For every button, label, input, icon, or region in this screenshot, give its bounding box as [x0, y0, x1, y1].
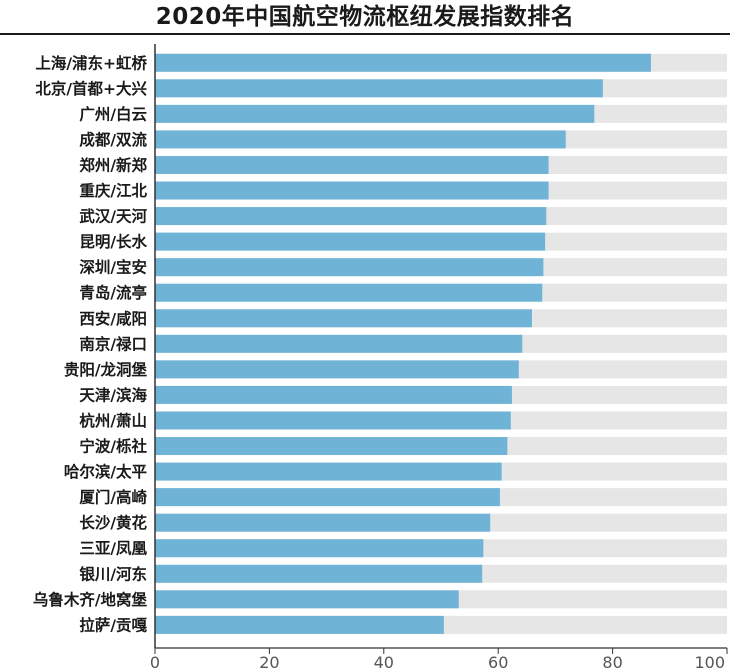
bar: [155, 437, 508, 456]
x-tick-label: 40: [374, 653, 394, 670]
category-label: 上海/浦东+虹桥: [35, 53, 147, 72]
x-tick-label: 100: [694, 653, 725, 670]
bar: [155, 283, 543, 302]
category-label: 深圳/宝安: [79, 258, 147, 277]
chart-title: 2020年中国航空物流枢纽发展指数排名: [155, 4, 575, 30]
category-label: 昆明/长水: [79, 232, 147, 251]
bar: [155, 181, 549, 200]
bar: [155, 309, 532, 328]
x-tick-label: 60: [488, 653, 508, 670]
bar: [155, 130, 566, 149]
x-tick-label: 0: [150, 653, 160, 670]
x-tick-label: 20: [259, 653, 279, 670]
category-label: 银川/河东: [79, 564, 147, 583]
category-label: 长沙/黄花: [79, 513, 147, 532]
x-tick-label: 80: [602, 653, 622, 670]
category-label: 杭州/萧山: [79, 411, 147, 430]
bar: [155, 488, 500, 507]
category-label: 天津/滨海: [79, 385, 147, 404]
category-label: 南京/禄口: [79, 334, 147, 353]
category-label: 北京/首都+大兴: [35, 79, 147, 98]
category-label: 宁波/栎社: [79, 437, 147, 456]
category-label: 成都/双流: [79, 130, 147, 149]
bar: [155, 615, 444, 634]
bar: [155, 258, 544, 277]
category-label: 拉萨/贡嘎: [79, 615, 147, 634]
category-label: 三亚/凤凰: [79, 540, 147, 558]
category-label: 贵阳/龙洞堡: [64, 360, 148, 379]
title-divider: [0, 33, 730, 35]
bar: [155, 411, 511, 430]
category-label: 乌鲁木齐/地窝堡: [33, 590, 148, 609]
bar: [155, 385, 512, 404]
bar: [155, 53, 651, 72]
category-label: 广州/白云: [79, 104, 147, 123]
bar: [155, 564, 483, 583]
bar: [155, 232, 546, 251]
bar: [155, 539, 484, 558]
bar: [155, 462, 502, 481]
bar: [155, 207, 547, 226]
category-label: 重庆/江北: [79, 181, 147, 200]
bar: [155, 104, 595, 123]
bar: [155, 513, 491, 532]
category-label: 武汉/天河: [79, 207, 147, 226]
category-label: 郑州/新郑: [79, 155, 147, 174]
category-label: 哈尔滨/太平: [64, 462, 148, 481]
category-label: 青岛/流亭: [79, 283, 147, 302]
bar: [155, 590, 459, 609]
bar: [155, 360, 519, 379]
category-label: 西安/咸阳: [79, 309, 147, 328]
category-label: 厦门/高崎: [79, 488, 147, 507]
bar: [155, 334, 523, 353]
bar: [155, 155, 549, 174]
bar: [155, 79, 603, 98]
